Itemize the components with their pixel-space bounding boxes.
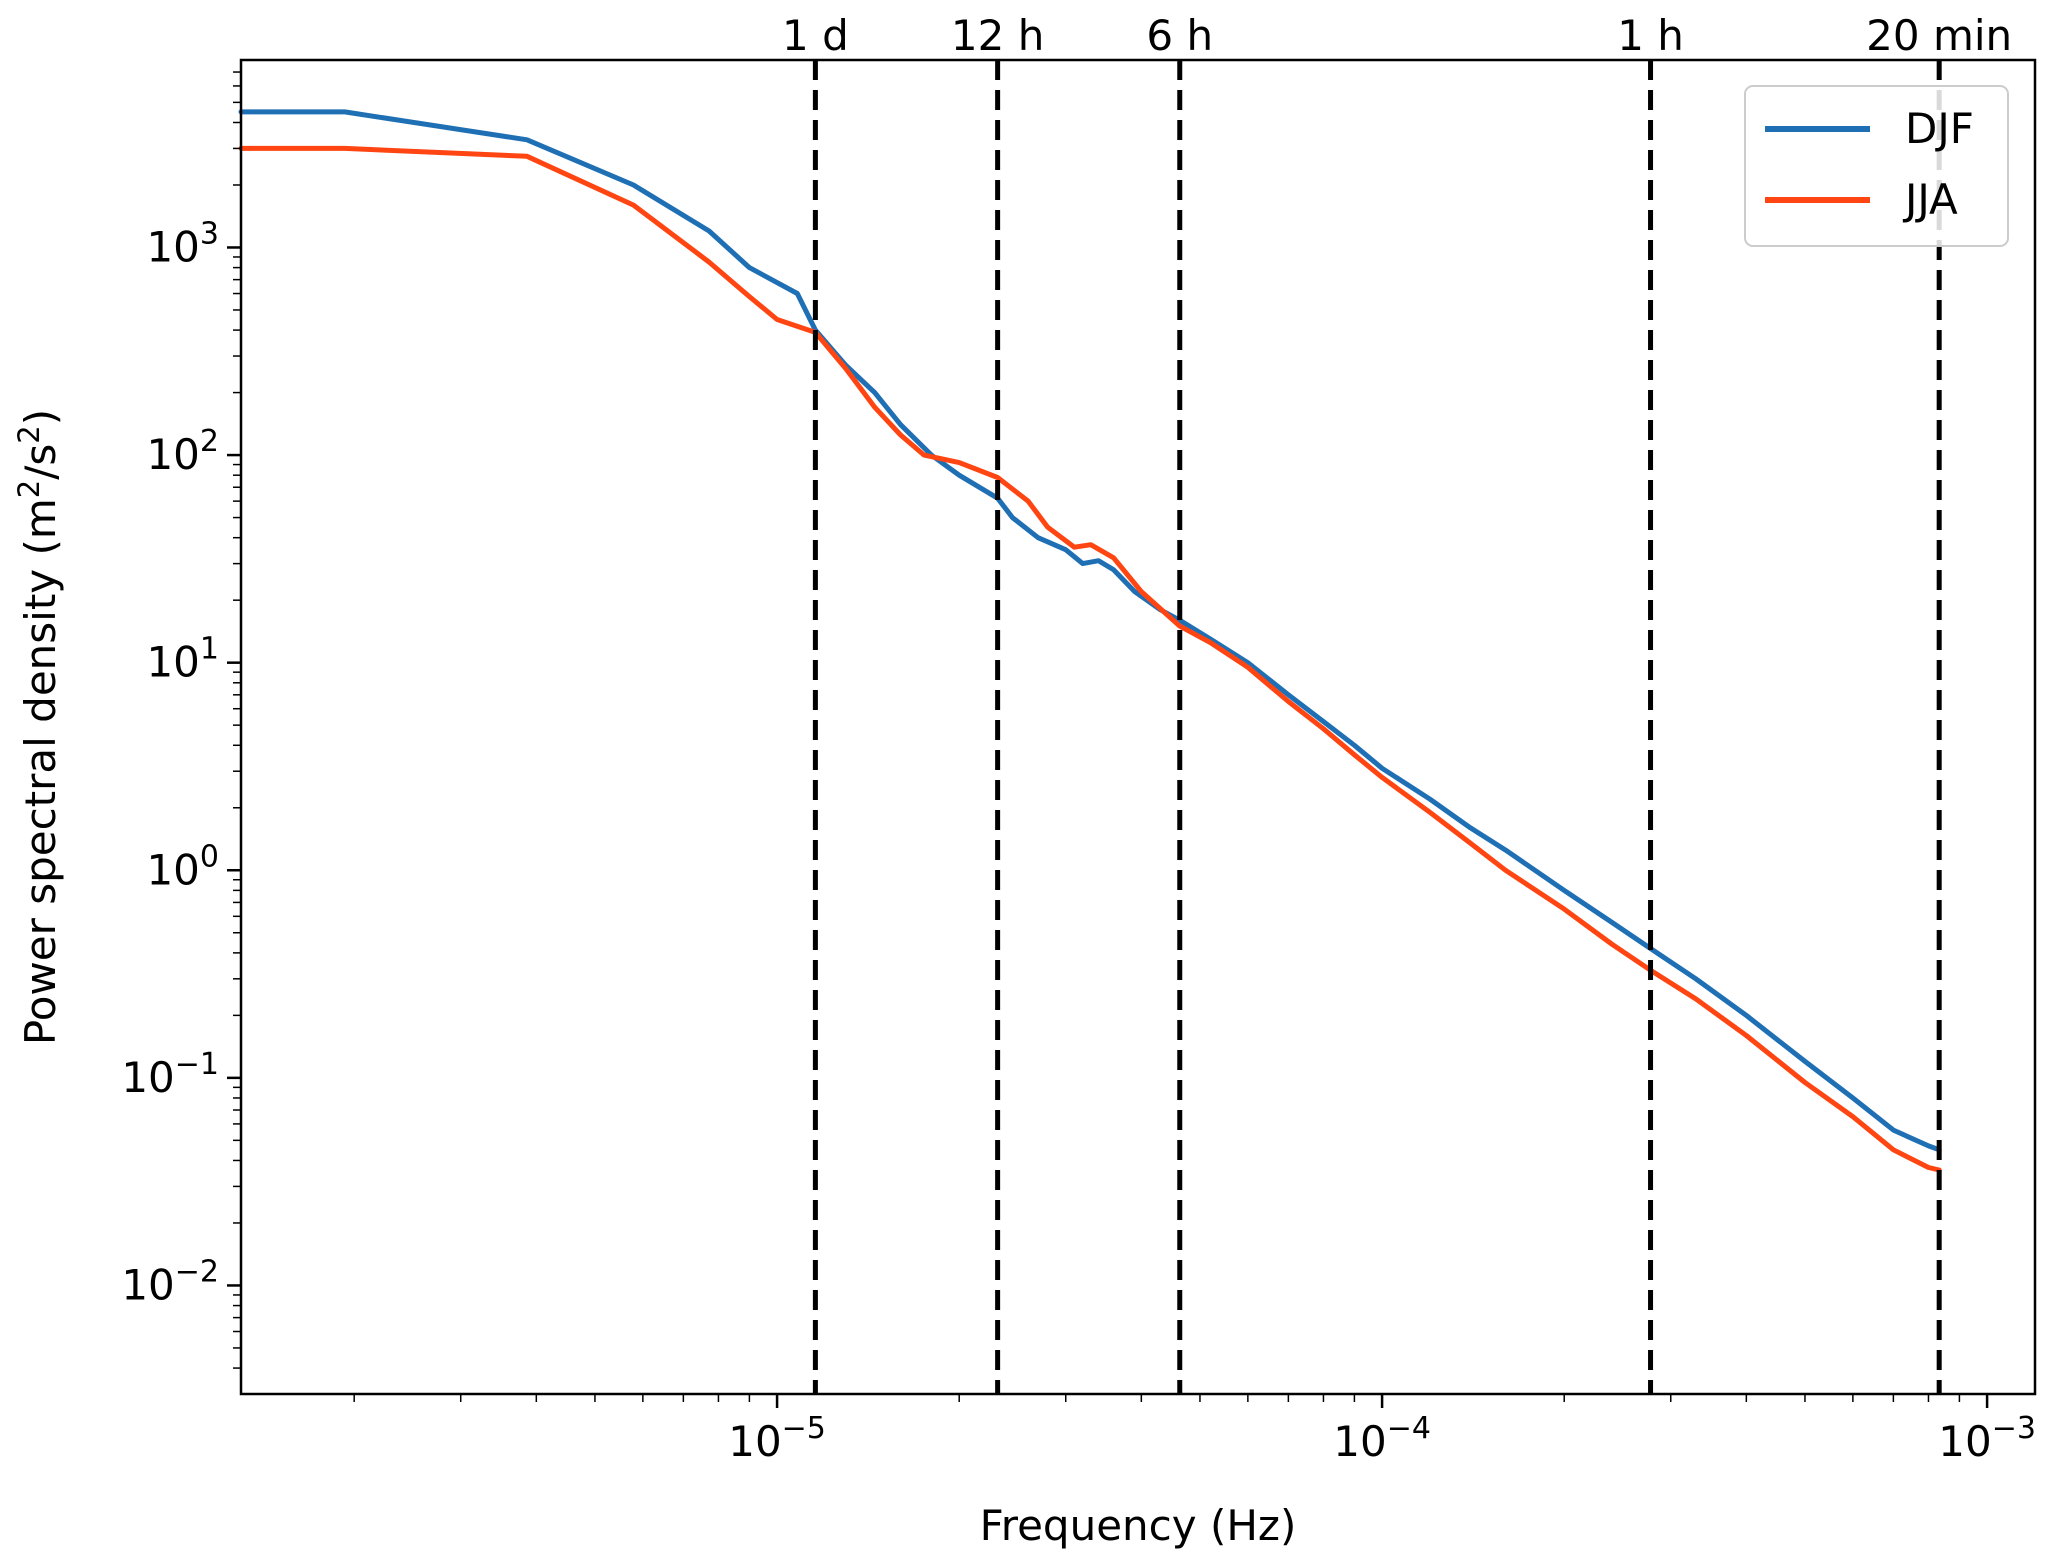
period-label-4: 20 min	[1866, 11, 2012, 60]
y-tick-exp-5: −2	[175, 1254, 219, 1289]
y-tick-base-5: 10	[121, 1260, 174, 1309]
y-tick-exp-1: 2	[200, 424, 219, 459]
period-label-2: 6 h	[1146, 11, 1213, 60]
y-tick-label-1: 102	[146, 424, 219, 479]
y-tick-exp-3: 0	[200, 839, 219, 874]
period-label-3: 1 h	[1617, 11, 1684, 60]
x-tick-label-1: 10−4	[1333, 1411, 1431, 1466]
y-tick-label-4: 10−1	[121, 1047, 219, 1102]
period-label-0: 1 d	[782, 11, 849, 60]
y-tick-label-2: 101	[146, 632, 219, 687]
series-line-jja	[238, 145, 1942, 1173]
y-axis-label-sup1: 2	[12, 480, 46, 498]
legend: DJF JJA	[1744, 85, 2009, 247]
period-label-group: 1 d 12 h 6 h 1 h 20 min	[782, 11, 2012, 60]
y-axis-label-mid: /s	[16, 444, 65, 480]
y-tick-exp-0: 3	[200, 216, 219, 251]
period-label-1: 12 h	[951, 11, 1044, 60]
y-axis-label: Power spectral density (m2/s2)	[12, 409, 65, 1045]
x-tick-base-1: 10	[1333, 1417, 1386, 1466]
y-tick-label-0: 103	[146, 216, 219, 271]
y-axis-label-prefix: Power spectral density (m	[16, 498, 65, 1045]
y-tick-exp-4: −1	[175, 1047, 219, 1082]
x-axis-label: Frequency (Hz)	[980, 1501, 1297, 1550]
series-group	[238, 109, 1942, 1173]
y-tick-base-1: 10	[146, 430, 199, 479]
y-tick-base-3: 10	[146, 845, 199, 894]
vline-group	[812, 60, 1942, 1394]
x-tick-exp-0: −5	[782, 1411, 826, 1446]
x-tick-base-0: 10	[728, 1417, 781, 1466]
y-axis-label-sup2: 2	[12, 425, 46, 443]
y-tick-label-5: 10−2	[121, 1254, 219, 1309]
y-tick-base-4: 10	[121, 1053, 174, 1102]
x-tick-exp-2: −3	[1992, 1411, 2036, 1446]
legend-label-jja: JJA	[1902, 175, 1958, 224]
x-tick-base-2: 10	[1938, 1417, 1991, 1466]
series-line-djf	[238, 109, 1942, 1153]
x-tick-exp-1: −4	[1387, 1411, 1431, 1446]
y-tick-exp-2: 1	[200, 632, 219, 667]
y-tick-base-2: 10	[146, 638, 199, 687]
x-tick-label-0: 10−5	[728, 1411, 826, 1466]
y-tick-base-0: 10	[146, 222, 199, 271]
x-tick-label-2: 10−3	[1938, 1411, 2036, 1466]
y-axis-label-suffix: )	[16, 409, 65, 425]
plot-frame	[239, 58, 2037, 1396]
y-tick-label-3: 100	[146, 839, 219, 894]
legend-label-djf: DJF	[1905, 104, 1974, 153]
